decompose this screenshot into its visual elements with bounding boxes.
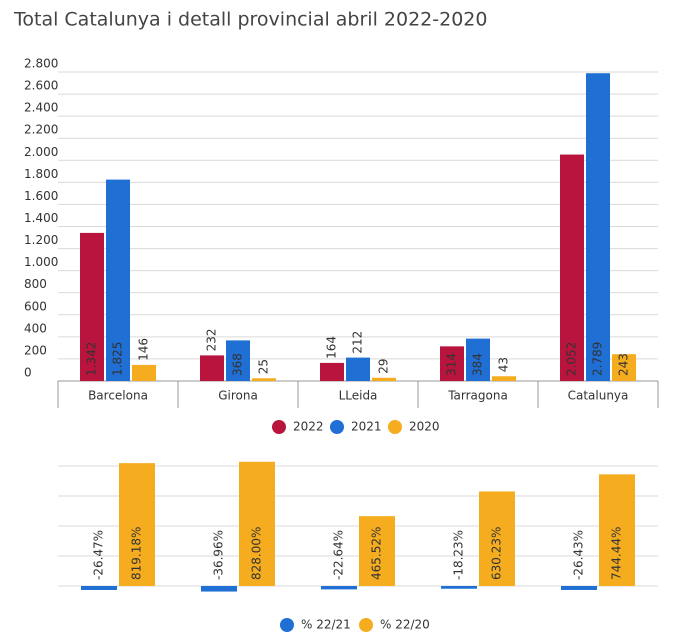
data-label: 25	[257, 359, 271, 374]
y-tick-label: 1.200	[24, 233, 58, 247]
data-label: -18.23%	[452, 530, 466, 580]
bar	[560, 154, 584, 381]
data-label: -26.43%	[572, 530, 586, 580]
bar	[320, 362, 344, 381]
y-tick-label: 2.600	[24, 79, 58, 93]
legend-label: 2022	[293, 420, 324, 434]
y-tick-label: 0	[24, 366, 32, 380]
bar	[492, 376, 516, 381]
y-tick-label: 2.400	[24, 101, 58, 115]
bar	[346, 357, 370, 381]
bar	[599, 474, 635, 586]
bar	[200, 355, 224, 381]
legend-marker	[359, 618, 373, 632]
legend-marker	[388, 420, 402, 434]
bar	[479, 491, 515, 586]
bar	[612, 354, 636, 381]
data-label: 465.52%	[370, 527, 384, 580]
data-label: 819.18%	[130, 527, 144, 580]
bar	[226, 340, 250, 381]
data-label: 314	[445, 353, 459, 376]
y-tick-label: 2.200	[24, 123, 58, 137]
y-tick-label: 400	[24, 321, 47, 335]
y-tick-label: 1.400	[24, 211, 58, 225]
bar	[466, 338, 490, 381]
bar	[81, 586, 117, 590]
bar	[239, 461, 275, 586]
data-label: 2.052	[565, 342, 579, 376]
legend-label: % 22/21	[301, 618, 351, 632]
legend-label: 2021	[351, 420, 382, 434]
x-tick-label: LLeida	[339, 389, 378, 403]
data-label: 630.23%	[490, 527, 504, 580]
bar	[561, 586, 597, 590]
legend-marker	[330, 420, 344, 434]
data-label: -36.96%	[212, 530, 226, 580]
data-label: 1.342	[85, 342, 99, 376]
page-title: Total Catalunya i detall provincial abri…	[13, 9, 487, 31]
bar	[119, 463, 155, 586]
x-tick-label: Tarragona	[447, 389, 508, 403]
y-tick-label: 2.000	[24, 145, 58, 159]
legend-marker	[272, 420, 286, 434]
bar	[106, 179, 130, 381]
y-tick-label: 1.600	[24, 189, 58, 203]
y-tick-label: 2.800	[24, 57, 58, 71]
bar	[252, 378, 276, 381]
data-label: 2.789	[591, 342, 605, 376]
bar	[586, 73, 610, 381]
bar	[201, 586, 237, 592]
legend-label: 2020	[409, 420, 440, 434]
bar	[359, 516, 395, 586]
data-label: 164	[325, 336, 339, 359]
y-tick-label: 800	[24, 277, 47, 291]
data-label: 243	[617, 353, 631, 376]
data-label: 146	[137, 338, 151, 361]
y-tick-label: 1.800	[24, 167, 58, 181]
y-tick-label: 600	[24, 299, 47, 313]
data-label: 828.00%	[250, 527, 264, 580]
data-label: 212	[351, 331, 365, 354]
data-label: 1.825	[111, 342, 125, 376]
bar	[321, 586, 357, 590]
y-tick-label: 200	[24, 343, 47, 357]
data-label: 29	[377, 359, 391, 374]
legend-marker	[280, 618, 294, 632]
data-label: -26.47%	[92, 530, 106, 580]
data-label: -22.64%	[332, 530, 346, 580]
x-tick-label: Barcelona	[88, 389, 148, 403]
legend-label: % 22/20	[380, 618, 430, 632]
bar	[80, 232, 104, 381]
data-label: 744.44%	[610, 527, 624, 580]
bar	[441, 586, 477, 589]
data-label: 368	[231, 353, 245, 376]
y-tick-label: 1.000	[24, 255, 58, 269]
data-label: 384	[471, 353, 485, 376]
x-tick-label: Catalunya	[568, 389, 629, 403]
x-tick-label: Girona	[218, 389, 258, 403]
bar	[132, 364, 156, 381]
bar	[372, 377, 396, 381]
bar	[440, 346, 464, 381]
data-label: 43	[497, 357, 511, 372]
data-label: 232	[205, 328, 219, 351]
